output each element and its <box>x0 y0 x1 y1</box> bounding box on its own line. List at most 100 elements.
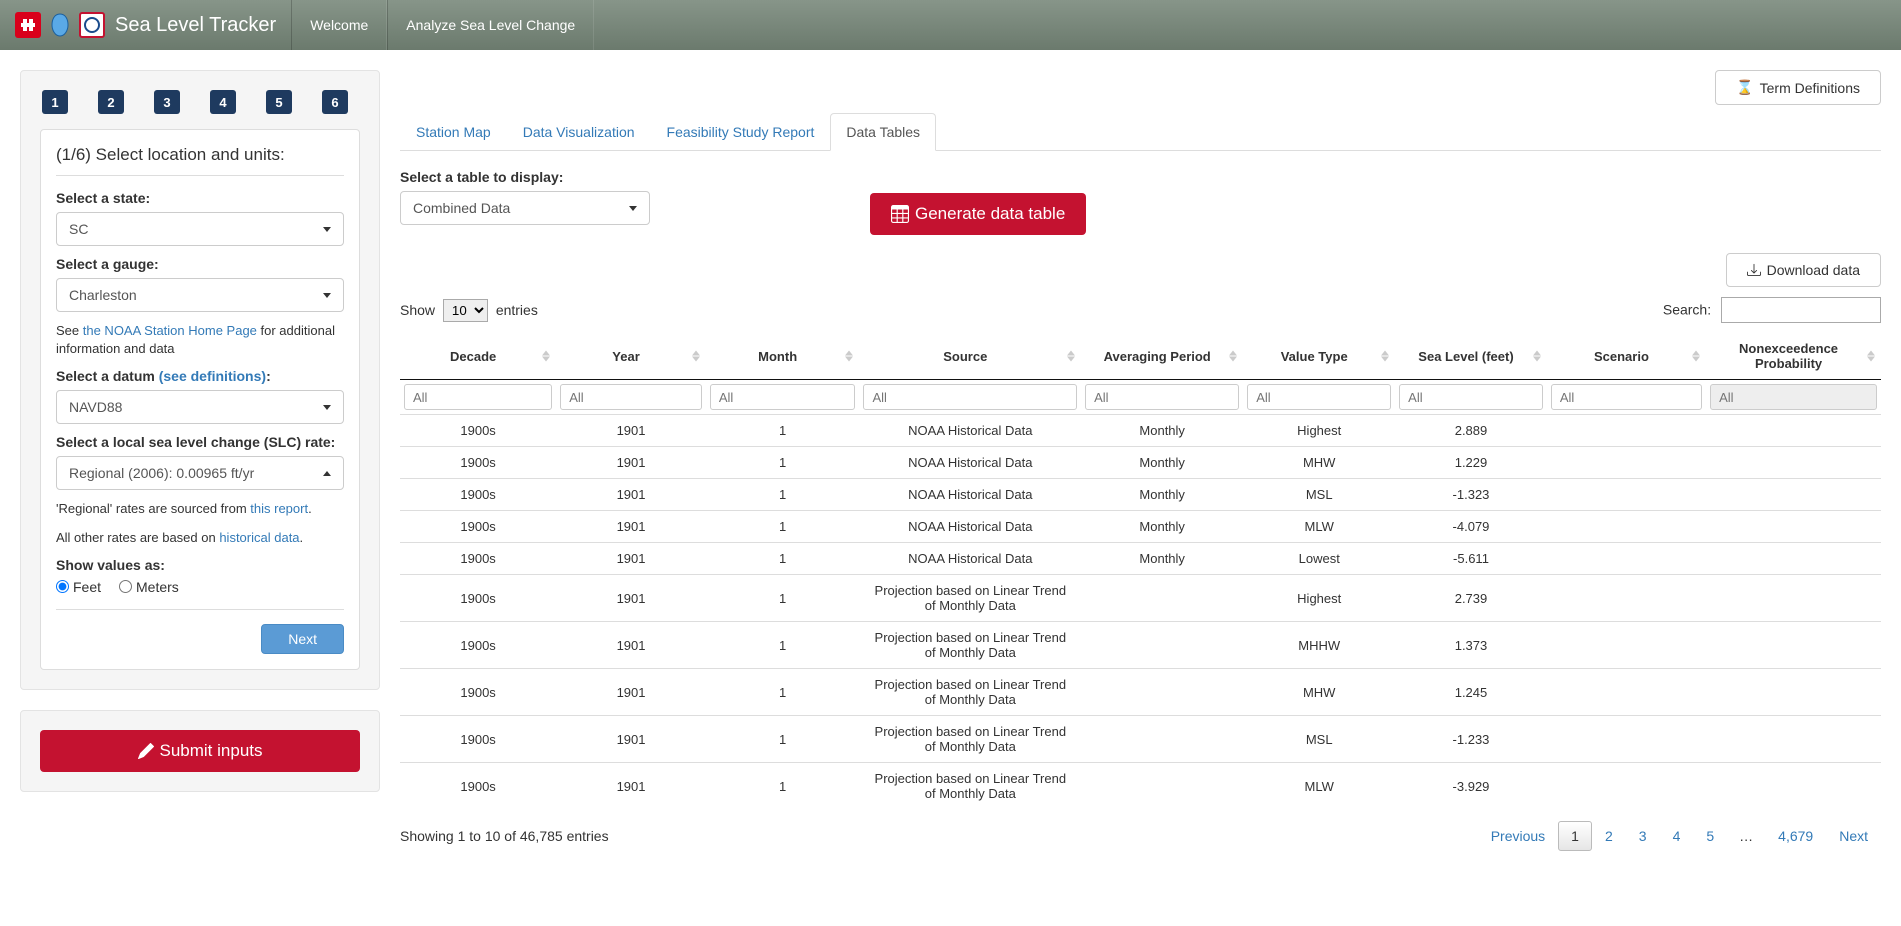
term-definitions-button[interactable]: ⌛ Term Definitions <box>1715 70 1881 105</box>
table-cell: NOAA Historical Data <box>859 415 1081 447</box>
col-header[interactable]: Scenario <box>1547 333 1706 380</box>
nav-tab-analyze[interactable]: Analyze Sea Level Change <box>387 0 594 50</box>
page-number[interactable]: 2 <box>1592 821 1626 851</box>
radio-meters[interactable]: Meters <box>119 579 179 595</box>
generate-table-button[interactable]: Generate data table <box>870 193 1086 235</box>
page-number[interactable]: 1 <box>1558 821 1592 851</box>
step-pill-5[interactable]: 5 <box>266 90 292 114</box>
column-filter-input[interactable] <box>1085 384 1239 410</box>
table-cell <box>1081 622 1243 669</box>
search-input[interactable] <box>1721 297 1881 323</box>
tab-data-tables[interactable]: Data Tables <box>830 113 936 151</box>
sort-icon <box>692 351 700 362</box>
step-pills: 1 2 3 4 5 6 <box>40 90 360 114</box>
submit-button[interactable]: Submit inputs <box>40 730 360 772</box>
table-cell: 1 <box>706 479 860 511</box>
usace-logo-icon <box>15 12 41 38</box>
table-cell <box>1081 716 1243 763</box>
hourglass-icon: ⌛ <box>1736 79 1753 96</box>
table-cell <box>1547 763 1706 810</box>
page-next[interactable]: Next <box>1826 821 1881 851</box>
table-cell: 1900s <box>400 716 556 763</box>
sort-icon <box>1533 351 1541 362</box>
page-previous[interactable]: Previous <box>1478 821 1558 851</box>
table-cell: 1 <box>706 622 860 669</box>
historical-data-link[interactable]: historical data <box>219 530 299 545</box>
col-header[interactable]: Sea Level (feet) <box>1395 333 1547 380</box>
slc-select[interactable]: Regional (2006): 0.00965 ft/yr <box>56 456 344 490</box>
col-header[interactable]: Source <box>859 333 1081 380</box>
table-row: 1900s19011NOAA Historical DataMonthlyMSL… <box>400 479 1881 511</box>
step-pill-3[interactable]: 3 <box>154 90 180 114</box>
divider <box>56 609 344 610</box>
step-pill-2[interactable]: 2 <box>98 90 124 114</box>
table-cell <box>1706 415 1881 447</box>
datum-select[interactable]: NAVD88 <box>56 390 344 424</box>
column-filter-input[interactable] <box>1551 384 1702 410</box>
table-cell: 1 <box>706 415 860 447</box>
nav-tab-welcome[interactable]: Welcome <box>291 0 387 50</box>
search-control: Search: <box>1663 297 1881 323</box>
gauge-select[interactable]: Charleston <box>56 278 344 312</box>
table-cell: MLW <box>1243 763 1395 810</box>
app-title: Sea Level Tracker <box>115 14 276 37</box>
table-cell <box>1547 415 1706 447</box>
column-filter-input[interactable] <box>1399 384 1543 410</box>
table-cell: -3.929 <box>1395 763 1547 810</box>
table-cell: Projection based on Linear Trend of Mont… <box>859 575 1081 622</box>
col-header[interactable]: Month <box>706 333 860 380</box>
tab-feasibility-study-report[interactable]: Feasibility Study Report <box>651 113 831 151</box>
caret-down-icon <box>323 405 331 410</box>
table-cell: MHW <box>1243 447 1395 479</box>
page-number[interactable]: 3 <box>1626 821 1660 851</box>
noaa-help-text: See the NOAA Station Home Page for addit… <box>56 322 344 358</box>
table-cell: 1 <box>706 575 860 622</box>
table-cell <box>1706 763 1881 810</box>
table-cell <box>1706 447 1881 479</box>
column-filter-input[interactable] <box>710 384 856 410</box>
table-cell: 2.889 <box>1395 415 1547 447</box>
col-header[interactable]: Year <box>556 333 706 380</box>
noaa-link[interactable]: the NOAA Station Home Page <box>83 323 257 338</box>
units-radio-group: Feet Meters <box>56 579 344 595</box>
col-header[interactable]: Value Type <box>1243 333 1395 380</box>
regional-report-link[interactable]: this report <box>250 501 308 516</box>
step-pill-4[interactable]: 4 <box>210 90 236 114</box>
radio-feet[interactable]: Feet <box>56 579 101 595</box>
step-pill-6[interactable]: 6 <box>322 90 348 114</box>
column-filter-input[interactable] <box>863 384 1077 410</box>
state-value: SC <box>69 221 88 237</box>
state-select[interactable]: SC <box>56 212 344 246</box>
tab-station-map[interactable]: Station Map <box>400 113 507 151</box>
page-number[interactable]: 5 <box>1693 821 1727 851</box>
sort-icon <box>1229 351 1237 362</box>
column-filter-input[interactable] <box>1247 384 1391 410</box>
table-cell: 1900s <box>400 479 556 511</box>
col-header[interactable]: Nonexceedence Probability <box>1706 333 1881 380</box>
download-button[interactable]: Download data <box>1726 253 1881 287</box>
tab-data-visualization[interactable]: Data Visualization <box>507 113 651 151</box>
table-cell: 1900s <box>400 763 556 810</box>
table-controls: Select a table to display: Combined Data… <box>400 169 1881 235</box>
col-header[interactable]: Averaging Period <box>1081 333 1243 380</box>
table-cell <box>1547 479 1706 511</box>
page-number[interactable]: 4,679 <box>1765 821 1826 851</box>
col-header[interactable]: Decade <box>400 333 556 380</box>
table-select-value: Combined Data <box>413 200 510 216</box>
column-filter-input[interactable] <box>404 384 552 410</box>
table-cell: -4.079 <box>1395 511 1547 543</box>
pencil-icon <box>138 743 154 759</box>
table-cell: 1901 <box>556 622 706 669</box>
datum-definitions-link[interactable]: (see definitions) <box>159 368 266 384</box>
next-button[interactable]: Next <box>261 624 344 654</box>
page-number[interactable]: 4 <box>1660 821 1694 851</box>
table-select[interactable]: Combined Data <box>400 191 650 225</box>
table-cell: Projection based on Linear Trend of Mont… <box>859 622 1081 669</box>
table-cell: NOAA Historical Data <box>859 479 1081 511</box>
table-row: 1900s19011NOAA Historical DataMonthlyMLW… <box>400 511 1881 543</box>
step-pill-1[interactable]: 1 <box>42 90 68 114</box>
entries-select[interactable]: 10 <box>443 299 488 322</box>
table-cell: Monthly <box>1081 447 1243 479</box>
column-filter-input[interactable] <box>560 384 702 410</box>
table-cell: 1901 <box>556 763 706 810</box>
